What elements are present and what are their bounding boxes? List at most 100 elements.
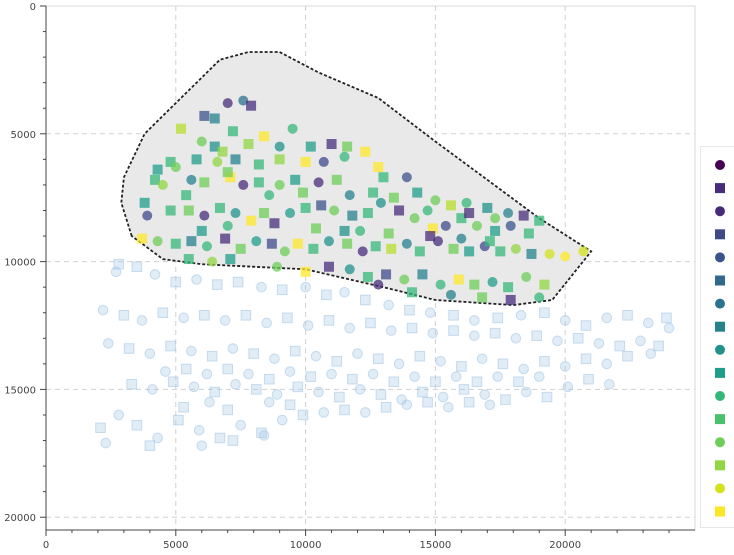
data-point-circle (264, 190, 275, 201)
data-point-circle (300, 281, 311, 293)
data-point-square (362, 208, 373, 219)
data-point-square (300, 202, 311, 213)
data-point-circle (274, 179, 285, 190)
data-point-circle (142, 210, 153, 221)
legend-marker-circle[interactable] (715, 252, 725, 263)
data-point-square (230, 154, 241, 165)
y-tick-label: 0 (30, 2, 36, 13)
data-point-circle (492, 371, 504, 382)
data-point-square (417, 269, 428, 280)
data-point-square (463, 396, 475, 408)
data-point-square (505, 294, 516, 305)
data-point-circle (100, 437, 112, 449)
data-point-circle (313, 386, 324, 398)
data-point-circle (469, 315, 480, 326)
data-point-square (276, 284, 288, 296)
data-point-square (214, 432, 226, 444)
data-point-square (414, 350, 426, 362)
data-point-square (118, 309, 130, 321)
data-point-square (362, 271, 373, 282)
data-point-circle (645, 348, 657, 359)
data-point-square (622, 350, 633, 362)
data-point-square (181, 190, 192, 201)
legend-marker-circle[interactable] (715, 391, 725, 401)
data-point-circle (354, 384, 366, 395)
data-point-circle (469, 330, 480, 342)
data-point-square (209, 141, 220, 152)
data-point-square (342, 141, 353, 152)
data-point-square (492, 312, 504, 324)
data-point-square (222, 167, 233, 178)
data-point-square (178, 402, 189, 413)
data-point-square (170, 276, 182, 288)
data-point-square (412, 187, 423, 198)
data-point-square (126, 379, 137, 390)
data-point-square (308, 243, 319, 254)
data-point-square (388, 192, 399, 203)
data-point-circle (222, 220, 233, 231)
data-point-circle (243, 368, 254, 380)
data-point-square (248, 348, 259, 359)
data-point-square (321, 289, 332, 301)
data-point-square (422, 396, 433, 408)
data-point-square (206, 350, 218, 362)
data-point-square (331, 174, 342, 185)
data-point-square (292, 381, 304, 393)
legend-marker-square[interactable] (715, 460, 725, 471)
selection-polygon[interactable] (120, 51, 593, 307)
data-point-square (232, 276, 244, 288)
data-point-square (541, 391, 553, 403)
data-point-circle (313, 177, 324, 188)
data-point-circle (409, 371, 420, 382)
data-point-circle (310, 350, 322, 362)
data-point-square (235, 243, 246, 254)
x-tick-label: 5000 (163, 540, 188, 551)
data-point-square (614, 340, 626, 352)
data-point-circle (207, 256, 218, 267)
data-point-circle (276, 414, 288, 426)
data-point-square (209, 113, 220, 124)
data-point-circle (302, 320, 314, 331)
data-point-square (490, 225, 501, 236)
unselected-points (95, 258, 675, 451)
data-point-square (381, 269, 392, 280)
data-point-circle (97, 304, 109, 316)
data-point-circle (461, 197, 472, 208)
legend-marker-square[interactable] (715, 321, 725, 332)
legend-marker-square[interactable] (715, 229, 725, 240)
data-point-circle (435, 355, 446, 367)
legend-marker-square[interactable] (715, 183, 725, 194)
data-point-circle (344, 264, 355, 275)
data-point-square (453, 274, 464, 285)
data-point-square (489, 327, 501, 339)
legend-marker-square[interactable] (715, 367, 725, 378)
data-point-square (482, 202, 493, 213)
legend-marker-circle[interactable] (715, 160, 725, 170)
data-point-square (368, 187, 379, 198)
data-point-circle (520, 386, 532, 398)
data-point-square (580, 353, 592, 365)
data-point-square (259, 131, 270, 142)
legend-marker-circle[interactable] (715, 298, 725, 309)
legend-marker-circle[interactable] (715, 483, 725, 494)
legend-marker-square[interactable] (715, 275, 725, 286)
data-point-square (339, 404, 350, 416)
data-point-circle (339, 286, 350, 298)
legend (700, 146, 734, 528)
data-point-square (534, 215, 545, 226)
legend-marker-circle[interactable] (715, 206, 725, 217)
legend-marker-square[interactable] (715, 414, 725, 425)
data-point-circle (144, 348, 156, 359)
data-point-square (394, 205, 405, 216)
data-point-square (331, 355, 343, 367)
data-point-square (170, 238, 181, 249)
data-point-square (290, 174, 301, 185)
legend-marker-circle[interactable] (715, 437, 725, 448)
data-point-circle (339, 151, 350, 162)
legend-marker-square[interactable] (715, 506, 725, 517)
data-point-square (386, 243, 397, 254)
legend-marker-circle[interactable] (715, 344, 725, 355)
data-point-square (269, 218, 280, 229)
data-point-square (370, 241, 381, 252)
data-point-square (360, 294, 371, 306)
